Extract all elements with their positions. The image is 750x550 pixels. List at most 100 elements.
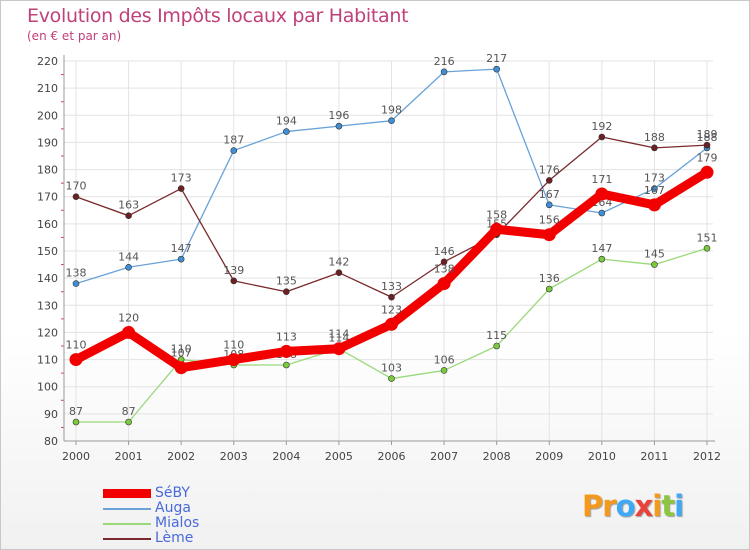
y-tick-label: 120 — [37, 326, 58, 339]
data-label-auga: 138 — [66, 267, 87, 280]
legend-label-mialos: Mialos — [155, 515, 200, 531]
data-point-lme — [72, 193, 80, 201]
data-label-sby: 110 — [66, 339, 87, 352]
x-tick-label: 2009 — [535, 450, 563, 463]
data-label-lme: 142 — [328, 256, 349, 269]
data-point-auga — [72, 280, 80, 287]
x-tick-label: 2001 — [115, 450, 143, 463]
x-tick-label: 2006 — [378, 450, 406, 463]
x-tick-label: 2008 — [483, 450, 511, 463]
data-label-mialos: 115 — [486, 329, 507, 342]
y-tick-label: 80 — [44, 435, 58, 448]
data-label-sby: 158 — [486, 208, 507, 221]
data-label-auga: 187 — [223, 134, 244, 147]
x-tick-label: 2002 — [167, 450, 195, 463]
data-point-sby — [700, 165, 714, 179]
data-point-sby — [437, 277, 451, 291]
data-label-mialos: 145 — [644, 248, 665, 261]
data-label-mialos: 147 — [591, 242, 612, 255]
proxiti-logo: Proxiti — [582, 489, 684, 523]
data-label-mialos: 110 — [171, 343, 192, 356]
data-point-lme — [598, 133, 606, 141]
data-point-sby — [174, 361, 188, 375]
data-label-lme: 170 — [66, 180, 87, 193]
logo-letter: r — [602, 489, 616, 523]
logo-letter: i — [652, 489, 662, 523]
data-label-sby: 113 — [276, 330, 297, 343]
data-label-auga: 216 — [434, 55, 455, 68]
data-point-auga — [440, 68, 448, 76]
data-point-mialos — [388, 375, 395, 382]
data-point-lme — [177, 185, 185, 192]
x-tick-label: 2005 — [325, 450, 353, 463]
data-point-mialos — [283, 361, 290, 369]
data-label-mialos: 87 — [69, 405, 83, 418]
data-point-sby — [279, 344, 293, 358]
legend-swatch-seby — [103, 489, 151, 498]
data-point-sby — [490, 222, 504, 236]
x-tick-label: 2000 — [62, 450, 90, 463]
data-label-sby: 171 — [591, 173, 612, 186]
data-point-sby — [542, 228, 556, 242]
data-label-auga: 217 — [486, 52, 507, 65]
y-tick-label: 140 — [37, 272, 58, 285]
data-point-mialos — [545, 285, 553, 293]
y-tick-label: 90 — [44, 408, 58, 421]
data-label-auga: 167 — [539, 188, 560, 201]
chart-subtitle: (en € et par an) — [27, 29, 122, 43]
data-point-auga — [283, 128, 290, 135]
data-point-auga — [598, 209, 606, 217]
data-label-mialos: 87 — [122, 405, 136, 418]
data-point-mialos — [72, 418, 80, 426]
data-label-auga: 144 — [118, 250, 139, 263]
y-tick-label: 110 — [37, 354, 58, 367]
legend-swatch-auga — [103, 508, 151, 510]
data-label-auga: 173 — [644, 172, 665, 185]
data-point-sby — [385, 317, 398, 331]
data-label-mialos: 106 — [434, 353, 455, 366]
data-point-mialos — [493, 342, 500, 350]
x-tick-label: 2007 — [430, 450, 458, 463]
data-point-auga — [177, 255, 185, 263]
data-point-lme — [230, 277, 238, 285]
data-point-sby — [595, 187, 609, 201]
data-label-sby: 107 — [171, 347, 192, 360]
data-point-lme — [335, 269, 343, 277]
x-tick-label: 2011 — [640, 450, 668, 463]
data-label-lme: 139 — [223, 264, 244, 277]
chart-title: Evolution des Impôts locaux par Habitant — [27, 5, 409, 27]
x-tick-label: 2003 — [220, 450, 248, 463]
data-label-sby: 167 — [644, 184, 665, 197]
y-tick-label: 150 — [37, 245, 58, 258]
y-tick-label: 160 — [37, 218, 58, 231]
data-point-lme — [703, 141, 711, 149]
data-label-auga: 194 — [276, 115, 297, 128]
data-label-lme: 189 — [697, 128, 718, 141]
data-label-sby: 156 — [539, 214, 560, 227]
logo-letter: t — [661, 489, 675, 523]
data-point-mialos — [598, 255, 606, 263]
data-point-sby — [122, 325, 136, 339]
data-label-sby: 123 — [381, 303, 402, 316]
data-label-lme: 133 — [381, 280, 402, 293]
data-point-lme — [388, 293, 395, 301]
data-point-mialos — [440, 367, 448, 374]
data-point-lme — [283, 288, 290, 296]
data-label-lme: 163 — [118, 199, 139, 212]
y-tick-label: 180 — [37, 164, 58, 177]
data-point-auga — [230, 147, 238, 154]
x-tick-label: 2010 — [588, 450, 616, 463]
data-label-sby: 120 — [118, 311, 139, 324]
data-label-lme: 173 — [171, 172, 192, 185]
logo-letter: x — [634, 489, 654, 523]
x-tick-label: 2004 — [272, 450, 300, 463]
data-label-mialos: 151 — [697, 231, 718, 244]
y-tick-label: 100 — [37, 381, 58, 394]
data-point-mialos — [651, 261, 658, 268]
data-point-auga — [545, 201, 553, 209]
data-point-lme — [125, 212, 132, 220]
logo-letter: i — [674, 489, 684, 523]
legend-label-seby: SéBY — [155, 485, 190, 501]
y-tick-label: 200 — [37, 109, 58, 122]
